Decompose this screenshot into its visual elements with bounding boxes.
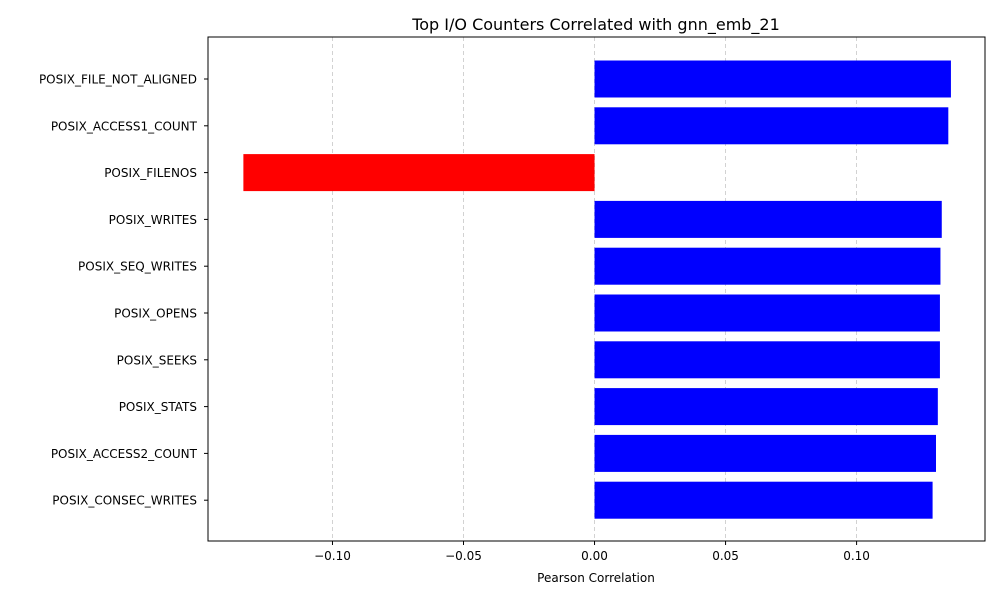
bar xyxy=(594,247,941,285)
bars-layer xyxy=(243,60,951,519)
x-tick-label: 0.05 xyxy=(712,549,739,563)
x-tick-label: −0.10 xyxy=(314,549,351,563)
y-tick-label: POSIX_WRITES xyxy=(109,213,197,227)
y-tick-label: POSIX_CONSEC_WRITES xyxy=(52,494,197,508)
bar xyxy=(243,154,595,192)
bar xyxy=(594,107,949,145)
y-tick-label: POSIX_STATS xyxy=(119,400,197,414)
y-tick-label: POSIX_SEQ_WRITES xyxy=(78,260,197,274)
y-tick-label: POSIX_FILENOS xyxy=(104,166,197,180)
y-tick-label: POSIX_ACCESS1_COUNT xyxy=(51,119,198,133)
x-tick-label: 0.10 xyxy=(843,549,870,563)
bar xyxy=(594,294,940,332)
x-tick-label: 0.00 xyxy=(581,549,608,563)
y-tick-label: POSIX_SEEKS xyxy=(117,353,197,367)
chart-title: Top I/O Counters Correlated with gnn_emb… xyxy=(411,15,780,35)
bar xyxy=(594,60,951,98)
x-axis-label: Pearson Correlation xyxy=(537,571,655,585)
x-tick-label: −0.05 xyxy=(445,549,482,563)
bar xyxy=(594,200,942,238)
bar xyxy=(594,434,936,472)
plot-frame xyxy=(207,36,986,542)
y-tick-label: POSIX_FILE_NOT_ALIGNED xyxy=(39,73,197,87)
bar xyxy=(594,388,938,426)
x-axis: −0.10 −0.05 0.00 0.05 0.10 xyxy=(314,541,870,563)
y-axis: POSIX_FILE_NOT_ALIGNED POSIX_ACCESS1_COUN… xyxy=(39,73,208,508)
y-tick-label: POSIX_ACCESS2_COUNT xyxy=(51,447,198,461)
bar xyxy=(594,481,933,519)
y-tick-label: POSIX_OPENS xyxy=(114,307,197,321)
bar xyxy=(594,341,940,379)
